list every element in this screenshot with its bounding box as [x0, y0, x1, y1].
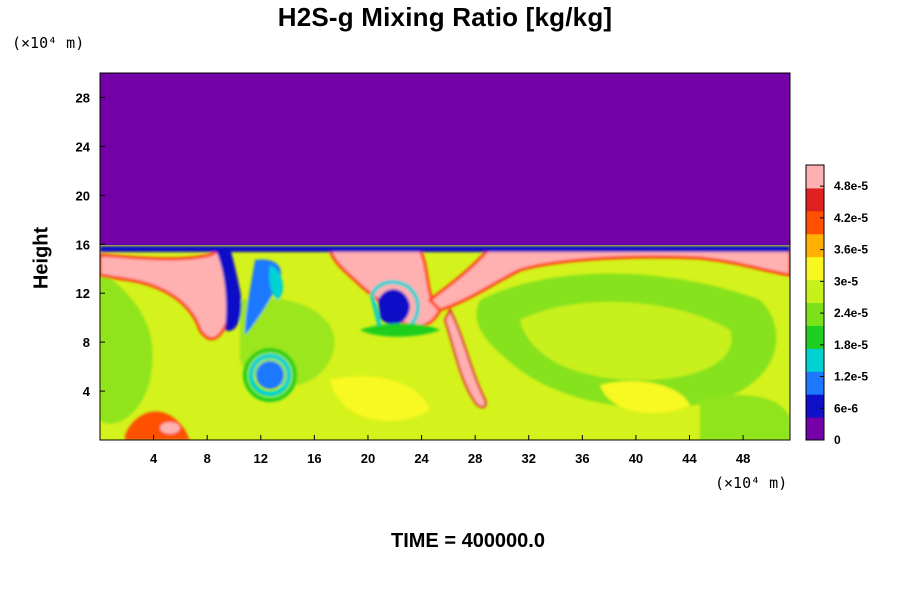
- x-tick-label: 48: [736, 451, 750, 466]
- colorbar-segment: [806, 371, 824, 395]
- x-tick-label: 36: [575, 451, 589, 466]
- green-base-right: [700, 395, 790, 440]
- plume-left-3: [269, 265, 284, 300]
- yellow-patch-2: [600, 381, 690, 414]
- x-tick-label: 16: [307, 451, 321, 466]
- x-tick-label: 4: [150, 451, 158, 466]
- y-axis-unit: (×10⁴ m): [12, 34, 85, 52]
- x-tick-label: 20: [361, 451, 375, 466]
- time-footer: TIME = 400000.0: [391, 530, 545, 552]
- low-eddy-bottom-ring-2: [243, 348, 297, 402]
- y-tick-label: 12: [76, 286, 90, 301]
- x-tick-label: 40: [629, 451, 643, 466]
- y-tick-label: 24: [76, 139, 91, 154]
- chart-title: H2S-g Mixing Ratio [kg/kg]: [277, 2, 613, 32]
- plume-left: [215, 248, 242, 331]
- x-tick-label: 12: [254, 451, 268, 466]
- colorbar-tick-label: 2.4e-5: [834, 306, 868, 320]
- colorbar-tick-label: 6e-6: [834, 401, 858, 415]
- y-tick-label: 8: [83, 335, 90, 350]
- colorbar-segment: [806, 394, 824, 418]
- colorbar-tick-label: 4.2e-5: [834, 211, 868, 225]
- colorbar-tick-label: 4.8e-5: [834, 179, 868, 193]
- inner-eddy-right: [520, 301, 732, 380]
- colorbar-segment: [806, 279, 824, 303]
- low-pocket-center: [378, 289, 410, 325]
- high-band-left: [100, 248, 233, 341]
- colorbar-tick-label: 1.2e-5: [834, 370, 868, 384]
- colorbar-segment: [806, 348, 824, 372]
- colorbar-tick-label: 3e-5: [834, 274, 858, 288]
- plot-frame: [99, 72, 791, 441]
- low-edge-top: [100, 246, 790, 252]
- high-band-right: [427, 248, 790, 312]
- colorbar-segment: [806, 417, 824, 441]
- y-tick-label: 20: [76, 188, 90, 203]
- yellow-patch-1: [330, 376, 430, 422]
- colorbar-segment: [806, 302, 824, 326]
- cyan-streak-center: [360, 323, 440, 337]
- high-core-bottom-left: [160, 422, 180, 434]
- x-axis-unit: (×10⁴ m): [715, 474, 788, 492]
- colorbar-tick-label: 0: [834, 433, 841, 447]
- colorbar-segment: [806, 256, 824, 281]
- y-tick-label: 28: [76, 90, 90, 105]
- x-tick-label: 28: [468, 451, 482, 466]
- colorbar-tick-label: 1.8e-5: [834, 338, 868, 352]
- y-tick-label: 16: [76, 237, 90, 252]
- colorbar-segment: [806, 210, 824, 235]
- upper-zero-layer: [100, 73, 790, 245]
- heatmap-field: [100, 73, 790, 440]
- x-tick-label: 24: [414, 451, 429, 466]
- x-tick-label: 32: [522, 451, 536, 466]
- colorbar-segment: [806, 187, 824, 212]
- low-eddy-bottom: [256, 361, 284, 389]
- colorbar-tick-label: 3.6e-5: [834, 243, 868, 257]
- green-region-left: [100, 270, 153, 424]
- colorbar-frame: [805, 164, 825, 441]
- y-tick-label: 4: [83, 384, 91, 399]
- low-eddy-bottom-ring: [248, 353, 292, 397]
- high-stem-center: [443, 307, 487, 408]
- colorbar-segment: [806, 165, 824, 189]
- x-tick-label: 44: [682, 451, 697, 466]
- x-tick-label: 8: [204, 451, 211, 466]
- colorbar-segment: [806, 233, 824, 258]
- colorbar-segment: [806, 325, 824, 349]
